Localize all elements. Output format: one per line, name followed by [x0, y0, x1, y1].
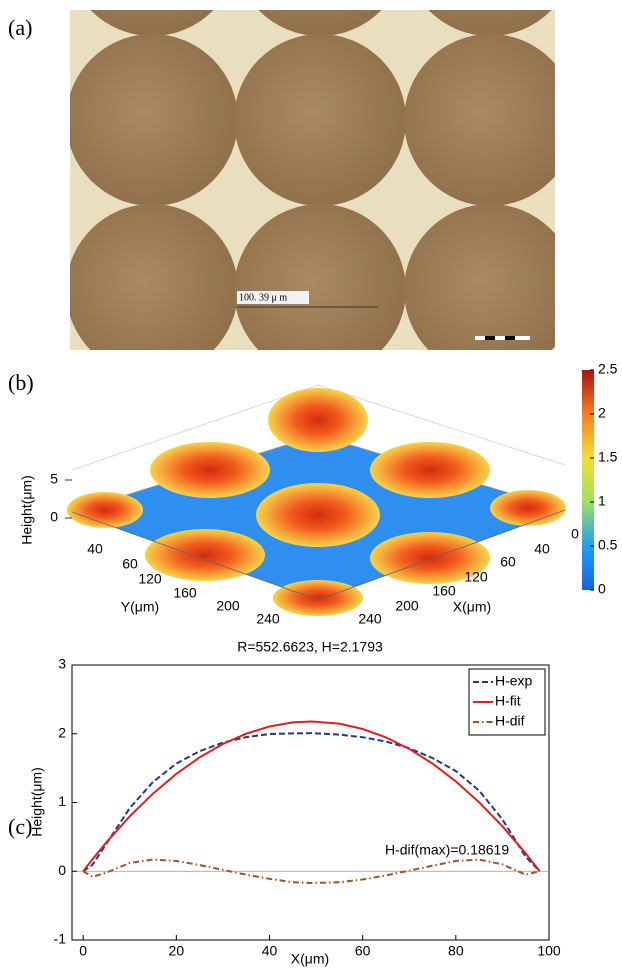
- micrograph: [66, 0, 576, 376]
- x-tick-label: 0: [571, 526, 579, 542]
- x-tick-label: 80: [448, 943, 464, 959]
- y-tick-label: 40: [87, 541, 103, 557]
- colorbar-tick-label: 1.5: [598, 449, 618, 465]
- y-tick-label: 200: [216, 598, 240, 614]
- scale-label: 50 μm: [478, 346, 526, 365]
- x-tick-label: 200: [395, 598, 419, 614]
- x-tick-label: 0: [79, 943, 87, 959]
- y-tick-label: 60: [122, 556, 138, 572]
- x-tick-label: 60: [500, 554, 516, 570]
- y-tick-label: 1: [58, 793, 66, 809]
- y-label: Y(μm): [121, 599, 159, 615]
- x-tick-label: 120: [464, 569, 488, 585]
- colorbar-tick-label: 0: [598, 581, 606, 597]
- colorbar-tick-label: 2.5: [598, 361, 618, 377]
- x-tick-label: 60: [355, 943, 371, 959]
- measurement: 100. 39 μ m: [239, 292, 287, 303]
- z-tick-label: 5: [50, 471, 58, 487]
- colorbar-tick-label: 1: [598, 493, 606, 509]
- chart-title: R=552.6623, H=2.1793: [237, 639, 383, 655]
- x-tick-label: 100: [537, 943, 561, 959]
- x-tick-label: 40: [534, 541, 550, 557]
- x-axis-label: X(μm): [291, 951, 329, 967]
- figure: (a) 100. 39 μ m 50 μm (b) Height(μm) Y(μ…: [0, 0, 622, 968]
- y-tick-label: 240: [256, 611, 280, 627]
- y-axis-label: Height(μm): [29, 767, 45, 837]
- x-tick-label: 160: [432, 583, 456, 599]
- x-tick-label: 40: [262, 943, 278, 959]
- annotation: H-dif(max)=0.18619: [385, 842, 509, 858]
- x-tick-label: 240: [358, 611, 382, 627]
- legend-label: H-dif: [495, 713, 525, 729]
- colorbar: [582, 370, 594, 590]
- panel-label: (a): [8, 15, 32, 40]
- colorbar-tick-label: 0.5: [598, 537, 618, 553]
- y-tick-label: 120: [138, 571, 162, 587]
- legend-label: H-exp: [495, 673, 533, 689]
- legend-label: H-fit: [495, 693, 521, 709]
- x-label: X(μm): [453, 599, 491, 615]
- scale-bar: [475, 336, 530, 340]
- y-tick-label: 0: [58, 862, 66, 878]
- y-tick-label: 3: [58, 656, 66, 672]
- y-tick-label: -1: [54, 931, 67, 947]
- z-tick-label: 0: [50, 509, 58, 525]
- colorbar-tick-label: 2: [598, 405, 606, 421]
- y-tick-label: 160: [173, 585, 197, 601]
- x-tick-label: 20: [169, 943, 185, 959]
- panel-label: (b): [8, 370, 34, 395]
- y-tick-label: 2: [58, 724, 66, 740]
- z-label: Height(μm): [19, 475, 35, 545]
